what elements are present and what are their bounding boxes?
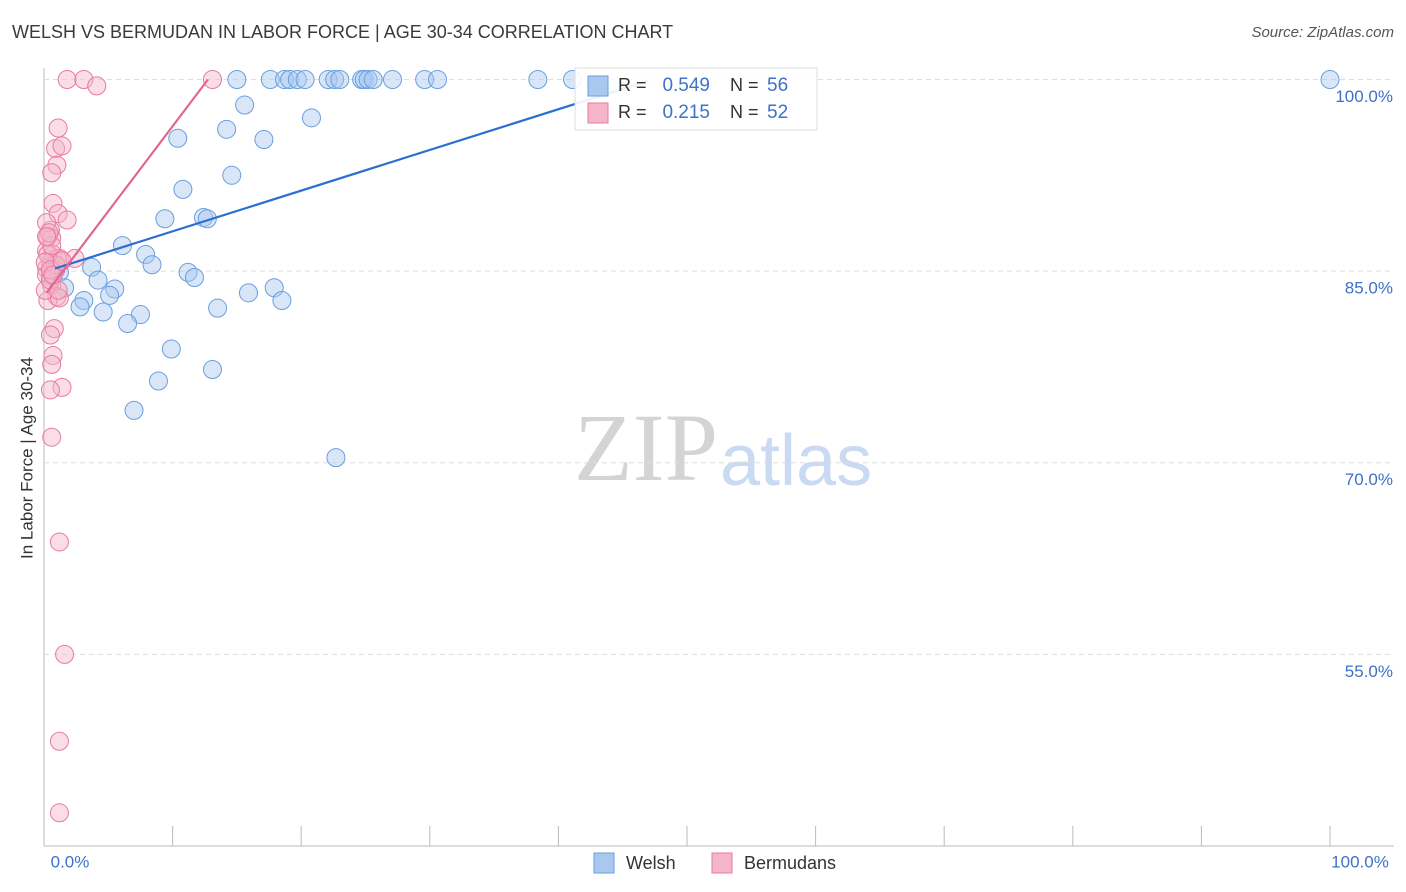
point: [168, 128, 188, 148]
point: [124, 400, 144, 420]
point: [272, 291, 292, 311]
point: [136, 245, 156, 265]
point: [142, 255, 162, 275]
y-tick-label: 85.0%: [1345, 279, 1393, 298]
point: [217, 119, 237, 139]
chart-title: WELSH VS BERMUDAN IN LABOR FORCE | AGE 3…: [12, 22, 673, 42]
point: [202, 359, 222, 379]
legend-value: 52: [767, 102, 788, 123]
point: [40, 380, 60, 400]
point: [52, 136, 72, 156]
legend-box: [574, 67, 818, 131]
point: [43, 193, 63, 213]
point: [49, 288, 69, 308]
point: [55, 644, 75, 664]
x-tick-label: 100.0%: [1331, 852, 1389, 871]
point: [52, 377, 72, 397]
source: Source: ZipAtlas.com: [1251, 24, 1394, 41]
point: [57, 69, 77, 89]
legend-value: 0.549: [662, 75, 710, 96]
point: [105, 279, 125, 299]
point: [48, 118, 68, 138]
legend-label: R =: [618, 75, 647, 95]
y-tick-label: 55.0%: [1345, 662, 1393, 681]
point: [37, 227, 57, 247]
point: [235, 95, 255, 115]
point: [70, 297, 90, 317]
y-tick-label: 70.0%: [1345, 470, 1393, 489]
point: [227, 69, 247, 89]
point: [202, 69, 222, 89]
point: [42, 163, 62, 183]
point: [528, 69, 548, 89]
legend-label: R =: [618, 102, 647, 122]
point: [161, 339, 181, 359]
point: [42, 236, 62, 256]
point: [301, 108, 321, 128]
legend-entry: Welsh: [626, 853, 676, 873]
y-tick-label: 100.0%: [1335, 87, 1393, 106]
point: [330, 69, 350, 89]
point: [57, 210, 77, 230]
trend-line: [45, 78, 209, 294]
point: [178, 262, 198, 282]
point: [49, 803, 69, 823]
point: [88, 270, 108, 290]
watermark: atlas: [720, 421, 872, 501]
point: [100, 285, 120, 305]
point: [42, 427, 62, 447]
point: [1320, 69, 1340, 89]
point: [428, 69, 448, 89]
point: [112, 236, 132, 256]
legend-label: N =: [730, 102, 759, 122]
point: [238, 283, 258, 303]
legend-value: 0.215: [662, 102, 710, 123]
point: [208, 298, 228, 318]
point: [82, 257, 102, 277]
point: [287, 69, 307, 89]
point: [363, 69, 383, 89]
point: [295, 69, 315, 89]
legend-swatch: [587, 102, 609, 124]
point: [325, 69, 345, 89]
point: [326, 448, 346, 468]
point: [155, 209, 175, 229]
point: [260, 69, 280, 89]
legend-swatch: [587, 75, 609, 97]
point: [254, 130, 274, 150]
point: [42, 354, 62, 374]
point: [197, 209, 217, 229]
point: [383, 69, 403, 89]
legend-entry: Bermudans: [744, 853, 836, 873]
point: [173, 179, 193, 199]
point: [222, 165, 242, 185]
point: [148, 371, 168, 391]
point: [358, 69, 378, 89]
point: [118, 314, 138, 334]
legend-swatch: [593, 852, 615, 874]
point: [184, 268, 204, 288]
point: [318, 69, 338, 89]
point: [40, 325, 60, 345]
y-axis-label: In Labor Force | Age 30-34: [17, 357, 36, 559]
point: [49, 731, 69, 751]
watermark: ZIP: [574, 394, 718, 501]
point: [49, 532, 69, 552]
point: [280, 69, 300, 89]
legend-value: 56: [767, 75, 788, 96]
x-tick-label: 0.0%: [51, 852, 90, 871]
point: [87, 76, 107, 96]
legend-label: N =: [730, 75, 759, 95]
legend-swatch: [711, 852, 733, 874]
point: [93, 302, 113, 322]
trend-line: [54, 79, 649, 270]
